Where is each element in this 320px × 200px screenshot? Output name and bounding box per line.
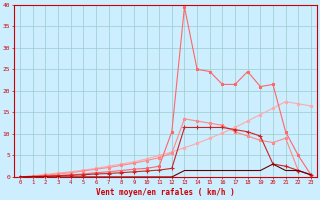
X-axis label: Vent moyen/en rafales ( km/h ): Vent moyen/en rafales ( km/h ) bbox=[96, 188, 235, 197]
